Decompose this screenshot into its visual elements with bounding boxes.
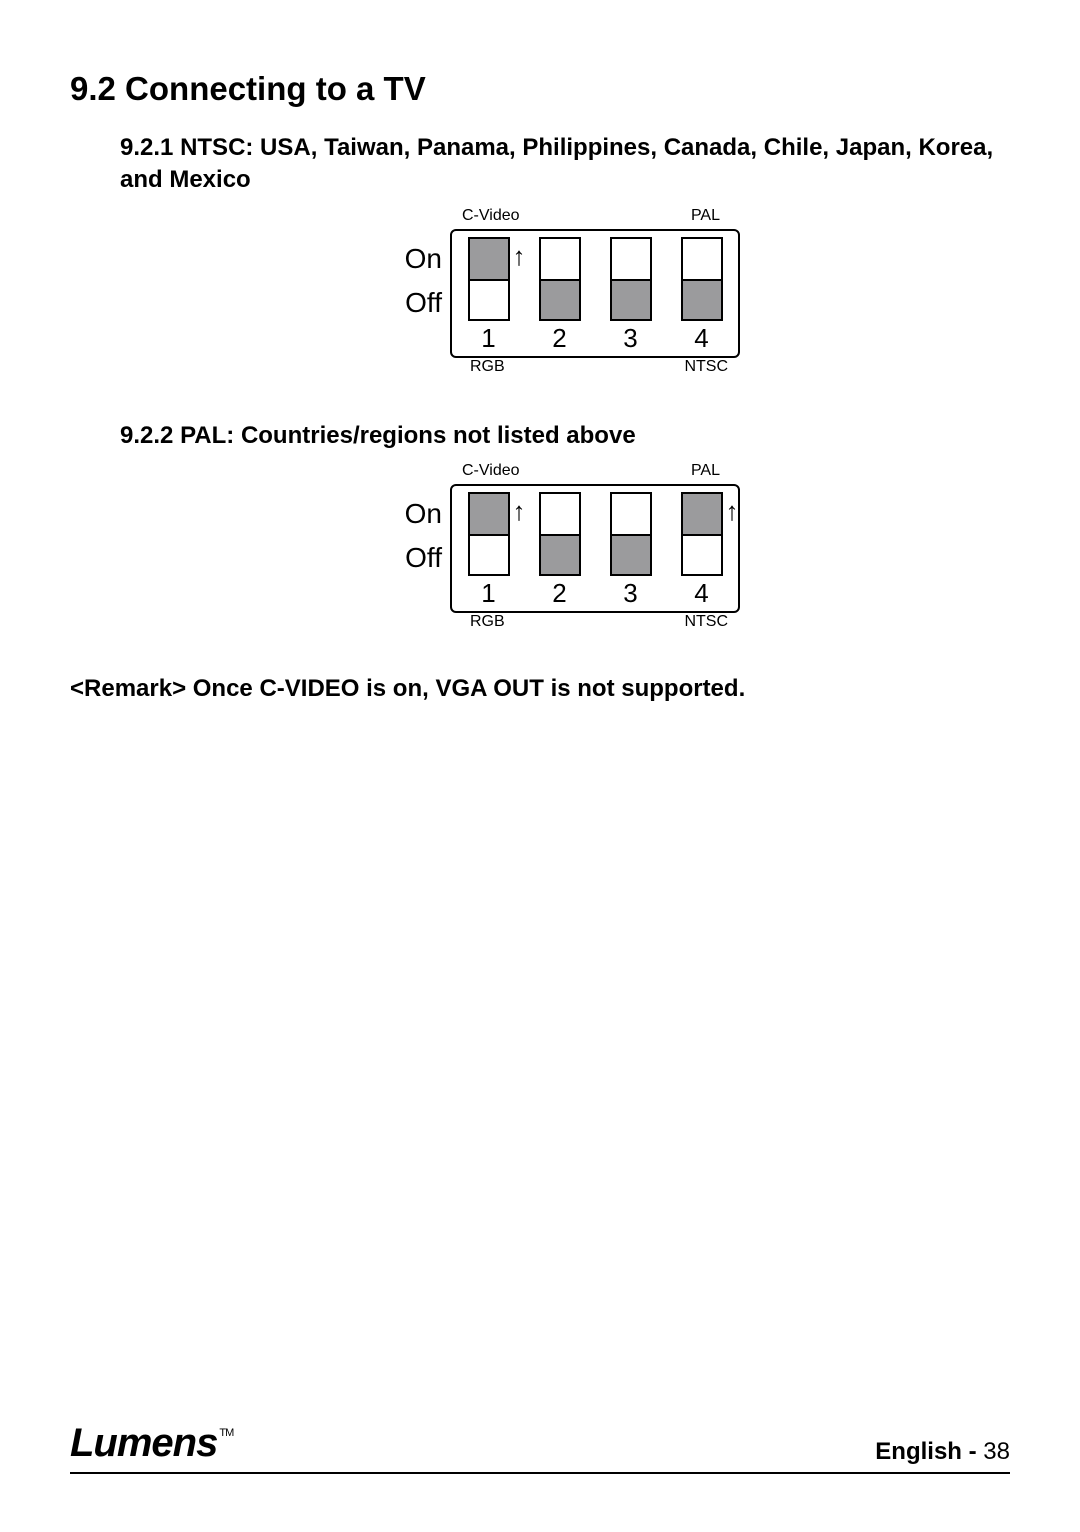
label-ntsc: NTSC: [684, 613, 728, 631]
dip-diagram-ntsc: C-Video PAL On Off 1↑234 RGB NTSC: [120, 207, 1010, 380]
diagram-top-labels: C-Video PAL: [450, 207, 740, 229]
section-title-text: Connecting to a TV: [125, 70, 426, 107]
label-on: On: [390, 492, 442, 536]
dip-cell-on: [468, 237, 510, 279]
dip-number: 1: [481, 323, 495, 354]
subsection-title: 9.2.1 NTSC: USA, Taiwan, Panama, Philipp…: [120, 132, 1010, 197]
page-content: 9.2 Connecting to a TV 9.2.1 NTSC: USA, …: [0, 0, 1080, 703]
page-number: 38: [983, 1438, 1010, 1465]
label-pal: PAL: [691, 207, 720, 225]
label-rgb: RGB: [470, 613, 505, 631]
dip-cell-on: [539, 492, 581, 534]
brand-logo: LumensTM: [70, 1421, 231, 1466]
subsection-number: 9.2.2: [120, 422, 173, 449]
logo-text: Lumens: [70, 1421, 217, 1465]
dip-cell-off: [610, 279, 652, 321]
dip-cell-off: [681, 534, 723, 576]
dash: -: [962, 1438, 983, 1465]
dip-switch: 3: [610, 237, 652, 354]
dip-cell-off: [610, 534, 652, 576]
dip-cell-on: [539, 237, 581, 279]
label-ntsc: NTSC: [684, 358, 728, 376]
dip-cell-on: [610, 492, 652, 534]
dip-number: 2: [552, 323, 566, 354]
dip-number: 4: [694, 323, 708, 354]
tm-mark: TM: [219, 1427, 233, 1439]
dip-cell-off: [539, 534, 581, 576]
subsection-title: 9.2.2 PAL: Countries/regions not listed …: [120, 420, 1010, 452]
subsection-title-text: PAL: Countries/regions not listed above: [180, 422, 636, 449]
diagram-bottom-labels: RGB NTSC: [450, 613, 740, 635]
up-arrow-icon: ↑: [513, 243, 526, 269]
dip-switch: 3: [610, 492, 652, 609]
subsection-number: 9.2.1: [120, 134, 173, 161]
dip-cell-off: [539, 279, 581, 321]
dip-cell-on: [468, 492, 510, 534]
dip-number: 2: [552, 578, 566, 609]
dip-number: 4: [694, 578, 708, 609]
dip-switch: 4: [681, 237, 723, 354]
label-cvideo: C-Video: [462, 462, 520, 480]
diagram-bottom-labels: RGB NTSC: [450, 358, 740, 380]
dip-switch: 4↑: [681, 492, 723, 609]
page-language: English - 38: [875, 1438, 1010, 1466]
page-footer: LumensTM English - 38: [70, 1421, 1010, 1474]
dips-row-1: 1↑234↑: [462, 492, 728, 609]
dip-cell-on: [610, 237, 652, 279]
dip-number: 1: [481, 578, 495, 609]
dip-switch: 1↑: [468, 492, 510, 609]
dip-cell-off: [681, 279, 723, 321]
dip-diagram-pal: C-Video PAL On Off 1↑234↑ RGB NTSC: [120, 462, 1010, 635]
dip-cell-off: [468, 534, 510, 576]
dip-switch-panel: 1↑234↑: [450, 484, 740, 613]
subsection-title-text: NTSC: USA, Taiwan, Panama, Philippines, …: [120, 134, 993, 193]
label-off: Off: [390, 536, 442, 580]
diagram-side-labels: On Off: [390, 229, 450, 325]
label-cvideo: C-Video: [462, 207, 520, 225]
up-arrow-icon: ↑: [513, 498, 526, 524]
dip-switch-panel: 1↑234: [450, 229, 740, 358]
remark-text: <Remark> Once C-VIDEO is on, VGA OUT is …: [70, 675, 1010, 703]
dip-cell-on: [681, 492, 723, 534]
up-arrow-icon: ↑: [726, 498, 739, 524]
label-rgb: RGB: [470, 358, 505, 376]
label-on: On: [390, 237, 442, 281]
label-pal: PAL: [691, 462, 720, 480]
dip-switch: 2: [539, 237, 581, 354]
dip-cell-on: [681, 237, 723, 279]
dip-switch: 2: [539, 492, 581, 609]
dips-row-0: 1↑234: [462, 237, 728, 354]
dip-cell-off: [468, 279, 510, 321]
subsection-ntsc: 9.2.1 NTSC: USA, Taiwan, Panama, Philipp…: [120, 132, 1010, 380]
subsection-pal: 9.2.2 PAL: Countries/regions not listed …: [120, 420, 1010, 635]
footer-divider: [70, 1472, 1010, 1474]
language-label: English: [875, 1438, 962, 1465]
section-title: 9.2 Connecting to a TV: [70, 70, 1010, 108]
dip-number: 3: [623, 578, 637, 609]
diagram-side-labels: On Off: [390, 484, 450, 580]
label-off: Off: [390, 281, 442, 325]
diagram-top-labels: C-Video PAL: [450, 462, 740, 484]
dip-number: 3: [623, 323, 637, 354]
dip-switch: 1↑: [468, 237, 510, 354]
section-number: 9.2: [70, 70, 116, 107]
